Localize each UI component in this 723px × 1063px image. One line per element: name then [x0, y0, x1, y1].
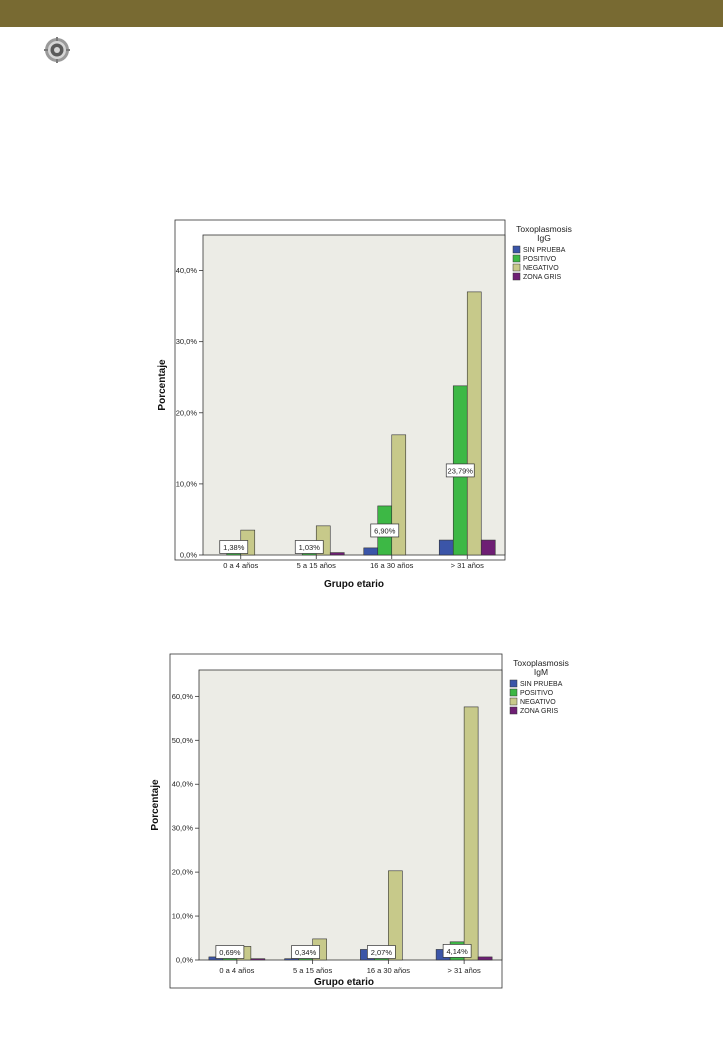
- data-label: 6,90%: [374, 526, 396, 535]
- legend-swatch: [512, 272, 521, 281]
- x-tick-label: > 31 años: [451, 561, 484, 570]
- data-label: 0,69%: [219, 948, 241, 957]
- igg-chart: 0,0% 10,0% 20,0% 30,0% 40,0% 0 a 4 años 1,38% 5…: [157, 219, 572, 590]
- bar-zona-gris: [329, 552, 345, 556]
- y-tick-label: 20,0%: [176, 408, 198, 417]
- data-label: 4,14%: [446, 947, 468, 956]
- legend-title: IgM: [534, 667, 548, 677]
- legend-entry: ZONA GRIS: [523, 274, 561, 281]
- plot-area: [198, 669, 503, 961]
- data-label: 23,79%: [448, 466, 474, 475]
- bar-negativo: [463, 706, 479, 961]
- data-label: 0,34%: [295, 948, 317, 957]
- legend-swatch: [512, 245, 521, 254]
- y-tick-label: 50,0%: [172, 736, 194, 745]
- bar-sin-prueba: [438, 539, 454, 556]
- bar-zona-gris: [250, 958, 266, 961]
- legend-entry: ZONA GRIS: [520, 708, 558, 715]
- legend-swatch: [512, 263, 521, 272]
- legend-swatch: [509, 688, 518, 697]
- legend-entry: NEGATIVO: [520, 699, 556, 706]
- x-tick-label: > 31 años: [448, 966, 481, 975]
- bar-zona-gris: [477, 956, 493, 961]
- y-axis-title: Porcentaje: [150, 779, 161, 831]
- data-label-box: [294, 540, 324, 554]
- bar-zona-gris: [480, 539, 496, 556]
- data-label-box: [445, 463, 475, 478]
- gear-logo-icon: [44, 37, 70, 63]
- data-label: 1,38%: [223, 543, 245, 552]
- legend-title: IgG: [537, 233, 551, 243]
- data-label-box: [215, 945, 245, 959]
- legend-swatch: [509, 706, 518, 715]
- legend-title: Toxoplasmosis: [516, 224, 572, 234]
- y-tick-label: 40,0%: [176, 266, 198, 275]
- legend-entry: SIN PRUEBA: [520, 681, 563, 688]
- bar-sin-prueba: [363, 547, 379, 556]
- y-tick-label: 30,0%: [172, 824, 194, 833]
- igm-chart: 0,0% 10,0% 20,0% 30,0% 40,0% 50,0% 60,0% 0 a 4 …: [150, 653, 569, 989]
- y-tick-label: 10,0%: [176, 479, 198, 488]
- data-label: 1,03%: [299, 543, 321, 552]
- data-label-box: [367, 945, 396, 959]
- bar-negativo: [388, 870, 403, 961]
- legend-entry: POSITIVO: [523, 256, 557, 263]
- bar-sin-prueba: [284, 958, 299, 961]
- x-tick-label: 5 a 15 años: [293, 966, 332, 975]
- bar-negativo: [466, 291, 482, 556]
- y-tick-label: 20,0%: [172, 868, 194, 877]
- y-tick-label: 60,0%: [172, 692, 194, 701]
- data-label-box: [291, 945, 320, 959]
- y-tick-label: 0,0%: [176, 956, 193, 965]
- x-tick-label: 0 a 4 años: [223, 561, 258, 570]
- x-tick-label: 16 a 30 años: [370, 561, 414, 570]
- x-tick-label: 5 a 15 años: [297, 561, 336, 570]
- legend-swatch: [509, 679, 518, 688]
- y-tick-label: 30,0%: [176, 337, 198, 346]
- x-axis-title: Grupo etario: [314, 977, 374, 988]
- data-label-box: [370, 523, 400, 538]
- legend-entry: POSITIVO: [520, 690, 554, 697]
- header-band: [0, 0, 723, 27]
- data-label-box: [442, 944, 472, 958]
- x-tick-label: 16 a 30 años: [367, 966, 411, 975]
- legend-title: Toxoplasmosis: [513, 658, 569, 668]
- y-axis-title: Porcentaje: [157, 359, 168, 411]
- y-tick-label: 0,0%: [180, 551, 197, 560]
- y-tick-label: 40,0%: [172, 780, 194, 789]
- legend-swatch: [509, 697, 518, 706]
- data-label-box: [219, 540, 249, 554]
- y-tick-label: 10,0%: [172, 912, 194, 921]
- x-tick-label: 0 a 4 años: [219, 966, 254, 975]
- x-axis-title: Grupo etario: [324, 579, 384, 590]
- data-label: 2,07%: [371, 948, 393, 957]
- legend-entry: NEGATIVO: [523, 265, 559, 272]
- legend-swatch: [512, 254, 521, 263]
- legend-entry: SIN PRUEBA: [523, 247, 566, 254]
